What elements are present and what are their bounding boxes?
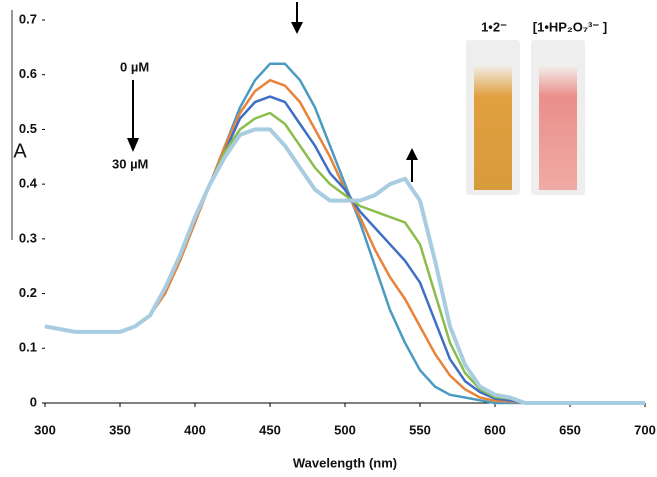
y-tick-label: 0.6 bbox=[19, 66, 37, 81]
y-tick-label: 0 bbox=[30, 394, 37, 409]
photo-label: [1•HP₂O₇³⁻ ] bbox=[533, 19, 607, 34]
y-tick-label: 0.3 bbox=[19, 230, 37, 245]
x-tick-label: 650 bbox=[559, 422, 581, 437]
chart: A Wavelength (nm) 0 µM 30 µM 1•2⁻ [1•HP₂… bbox=[0, 0, 657, 472]
x-tick-label: 550 bbox=[409, 422, 431, 437]
annotation: 0 µM bbox=[120, 59, 149, 74]
y-tick-label: 0.5 bbox=[19, 121, 37, 136]
y-tick-label: 0.7 bbox=[19, 11, 37, 26]
x-tick-label: 600 bbox=[484, 422, 506, 437]
annotation: 30 µM bbox=[112, 156, 148, 171]
x-tick-label: 400 bbox=[184, 422, 206, 437]
arrow-head bbox=[127, 138, 139, 152]
arrow-head bbox=[291, 22, 303, 34]
y-tick-label: 0.2 bbox=[19, 285, 37, 300]
x-tick-label: 450 bbox=[259, 422, 281, 437]
photo-label: 1•2⁻ bbox=[481, 19, 507, 34]
y-axis-label: A bbox=[13, 140, 27, 162]
y-tick-label: 0.1 bbox=[19, 340, 37, 355]
cuvette bbox=[474, 65, 512, 190]
cuvette bbox=[539, 65, 577, 190]
x-tick-label: 500 bbox=[334, 422, 356, 437]
arrow-head bbox=[406, 148, 418, 160]
x-tick-label: 700 bbox=[634, 422, 656, 437]
x-tick-label: 350 bbox=[109, 422, 131, 437]
x-axis-label: Wavelength (nm) bbox=[293, 455, 397, 470]
x-tick-label: 300 bbox=[34, 422, 56, 437]
y-tick-label: 0.4 bbox=[19, 176, 38, 191]
